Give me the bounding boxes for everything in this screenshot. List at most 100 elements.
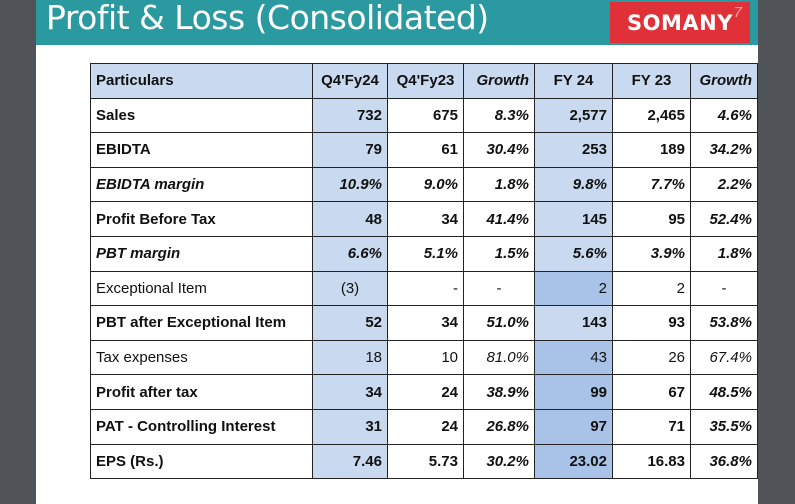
cell-fy24: 2,577 [534, 97, 613, 134]
table-row: PAT - Controlling Interest 31 24 26.8% 9… [90, 408, 758, 445]
cell-q4fy24: (3) [312, 270, 388, 307]
cell-quarter-growth: 30.4% [463, 132, 535, 168]
table-row: Profit Before Tax 48 34 41.4% 145 95 52.… [90, 201, 758, 237]
row-label: PAT - Controlling Interest [90, 408, 313, 445]
cell-fy24: 5.6% [534, 235, 613, 272]
cell-fy23: 71 [612, 408, 691, 445]
table-row: Sales 732 675 8.3% 2,577 2,465 4.6% [90, 97, 758, 134]
logo-text: SOMANY [627, 10, 733, 35]
cell-q4fy24: 34 [312, 374, 388, 410]
cell-quarter-growth: 41.4% [463, 201, 535, 237]
table-row: Exceptional Item (3) - - 2 2 - [90, 270, 758, 307]
row-label: EBIDTA margin [90, 166, 313, 203]
cell-q4fy23: 34 [387, 305, 464, 341]
row-label: PBT margin [90, 235, 313, 272]
cell-year-growth: 48.5% [690, 374, 758, 410]
cell-fy24: 43 [534, 339, 613, 376]
cell-q4fy23: - [387, 270, 464, 307]
table-row: PBT margin 6.6% 5.1% 1.5% 5.6% 3.9% 1.8% [90, 235, 758, 272]
table-row: Tax expenses 18 10 81.0% 43 26 67.4% [90, 339, 758, 376]
cell-quarter-growth: 81.0% [463, 339, 535, 376]
cell-year-growth: 1.8% [690, 235, 758, 272]
row-label: Tax expenses [90, 339, 313, 376]
cell-year-growth: 4.6% [690, 97, 758, 134]
cell-fy24: 9.8% [534, 166, 613, 203]
cell-year-growth: 2.2% [690, 166, 758, 203]
cell-fy24: 253 [534, 132, 613, 168]
cell-q4fy24: 79 [312, 132, 388, 168]
cell-q4fy23: 61 [387, 132, 464, 168]
row-label: Profit after tax [90, 374, 313, 410]
cell-q4fy24: 7.46 [312, 443, 388, 480]
table-row: EBIDTA 79 61 30.4% 253 189 34.2% [90, 132, 758, 168]
cell-quarter-growth: 1.8% [463, 166, 535, 203]
cell-q4fy24: 732 [312, 97, 388, 134]
cell-fy24: 99 [534, 374, 613, 410]
header-fy23: FY 23 [612, 63, 691, 99]
somany-logo: SOMANY 7 [610, 2, 750, 43]
cell-q4fy24: 10.9% [312, 166, 388, 203]
cell-fy23: 7.7% [612, 166, 691, 203]
row-label: Exceptional Item [90, 270, 313, 307]
cell-quarter-growth: 38.9% [463, 374, 535, 410]
cell-fy24: 143 [534, 305, 613, 341]
cell-q4fy23: 10 [387, 339, 464, 376]
page-title: Profit & Loss (Consolidated) [46, 0, 489, 37]
cell-quarter-growth: 8.3% [463, 97, 535, 134]
cell-year-growth: 35.5% [690, 408, 758, 445]
header-year-growth: Growth [690, 63, 758, 99]
cell-q4fy24: 52 [312, 305, 388, 341]
cell-fy24: 97 [534, 408, 613, 445]
cell-q4fy24: 18 [312, 339, 388, 376]
cell-quarter-growth: 26.8% [463, 408, 535, 445]
cell-q4fy23: 5.1% [387, 235, 464, 272]
cell-quarter-growth: 1.5% [463, 235, 535, 272]
cell-year-growth: 67.4% [690, 339, 758, 376]
cell-fy23: 2,465 [612, 97, 691, 134]
cell-fy23: 189 [612, 132, 691, 168]
row-label: EBIDTA [90, 132, 313, 168]
cell-year-growth: - [690, 270, 758, 307]
row-label: Sales [90, 97, 313, 134]
table-row: EBIDTA margin 10.9% 9.0% 1.8% 9.8% 7.7% … [90, 166, 758, 203]
cell-fy24: 23.02 [534, 443, 613, 480]
cell-q4fy24: 31 [312, 408, 388, 445]
cell-q4fy23: 5.73 [387, 443, 464, 480]
header-fy24: FY 24 [534, 63, 613, 99]
cell-fy24: 2 [534, 270, 613, 307]
cell-fy23: 3.9% [612, 235, 691, 272]
header-q4fy23: Q4'Fy23 [387, 63, 464, 99]
cell-fy23: 93 [612, 305, 691, 341]
slide: Profit & Loss (Consolidated) SOMANY 7 Pa… [36, 0, 758, 504]
cell-q4fy23: 9.0% [387, 166, 464, 203]
row-label: EPS (Rs.) [90, 443, 313, 480]
cell-q4fy23: 675 [387, 97, 464, 134]
cell-fy23: 2 [612, 270, 691, 307]
header-q4fy24: Q4'Fy24 [312, 63, 388, 99]
cell-q4fy24: 6.6% [312, 235, 388, 272]
cell-year-growth: 53.8% [690, 305, 758, 341]
cell-fy23: 67 [612, 374, 691, 410]
cell-year-growth: 36.8% [690, 443, 758, 480]
header-particulars: Particulars [90, 63, 313, 99]
cell-fy24: 145 [534, 201, 613, 237]
logo-mark: 7 [733, 4, 742, 21]
cell-quarter-growth: 51.0% [463, 305, 535, 341]
cell-q4fy23: 34 [387, 201, 464, 237]
cell-q4fy24: 48 [312, 201, 388, 237]
table-row: EPS (Rs.) 7.46 5.73 30.2% 23.02 16.83 36… [90, 443, 758, 480]
cell-year-growth: 52.4% [690, 201, 758, 237]
cell-fy23: 95 [612, 201, 691, 237]
row-label: Profit Before Tax [90, 201, 313, 237]
cell-year-growth: 34.2% [690, 132, 758, 168]
cell-q4fy23: 24 [387, 374, 464, 410]
cell-fy23: 26 [612, 339, 691, 376]
cell-quarter-growth: 30.2% [463, 443, 535, 480]
cell-quarter-growth: - [463, 270, 535, 307]
cell-q4fy23: 24 [387, 408, 464, 445]
title-bar: Profit & Loss (Consolidated) SOMANY 7 [36, 0, 758, 45]
cell-fy23: 16.83 [612, 443, 691, 480]
table-row: Profit after tax 34 24 38.9% 99 67 48.5% [90, 374, 758, 410]
header-quarter-growth: Growth [463, 63, 535, 99]
table-row: PBT after Exceptional Item 52 34 51.0% 1… [90, 305, 758, 341]
